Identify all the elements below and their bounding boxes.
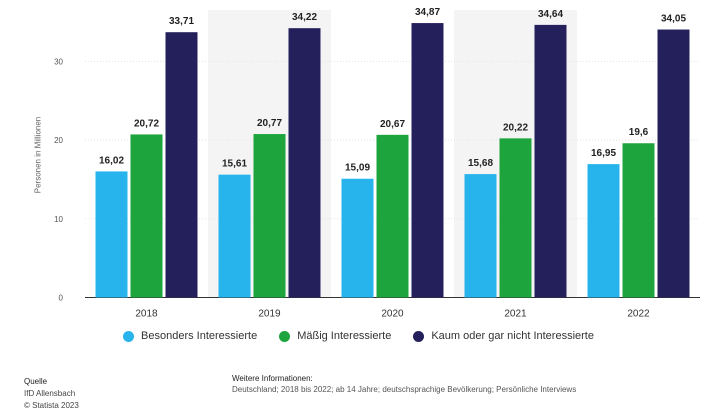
bar-2018-2 bbox=[130, 134, 163, 298]
bar-2019-2 bbox=[253, 134, 286, 298]
data-label-2018-1: 16,02 bbox=[99, 155, 124, 166]
x-tick-label-2020: 2020 bbox=[381, 309, 404, 320]
legend-label-kaum: Kaum oder gar nicht Interessierte bbox=[431, 330, 594, 342]
data-label-2021-3: 34,64 bbox=[538, 9, 563, 20]
legend-item-maessig[interactable]: Mäßig Interessierte bbox=[279, 330, 391, 342]
data-label-2020-1: 15,09 bbox=[345, 163, 370, 174]
bar-2020-2 bbox=[376, 134, 409, 298]
x-tick-label-2018: 2018 bbox=[135, 309, 158, 320]
bar-2018-1 bbox=[95, 171, 128, 298]
y-tick-label-10: 10 bbox=[54, 215, 63, 224]
bar-2019-3 bbox=[288, 28, 321, 298]
legend-label-maessig: Mäßig Interessierte bbox=[297, 330, 392, 342]
x-tick-label-2021: 2021 bbox=[504, 309, 527, 320]
data-label-2021-2: 20,22 bbox=[503, 122, 528, 133]
data-label-2018-3: 33,71 bbox=[169, 16, 194, 27]
legend-item-kaum[interactable]: Kaum oder gar nicht Interessierte bbox=[413, 330, 594, 342]
data-label-2022-1: 16,95 bbox=[591, 148, 616, 159]
y-tick-label-0: 0 bbox=[59, 294, 64, 303]
y-axis-title: Personen in Millionen bbox=[33, 116, 43, 194]
bar-2021-3 bbox=[534, 24, 567, 298]
info-title: Weitere Informationen: bbox=[232, 374, 313, 383]
data-label-2019-1: 15,61 bbox=[222, 159, 247, 170]
bar-2022-2 bbox=[622, 143, 655, 298]
bar-2019-1 bbox=[218, 174, 251, 298]
data-label-2018-2: 20,72 bbox=[134, 118, 159, 129]
bar-chart: 0 10 20 30 16,02 20,72 33,71 2018 15,61 20,77 34,2… bbox=[54, 7, 700, 320]
info-text: Deutschland; 2018 bis 2022; ab 14 Jahre;… bbox=[232, 385, 577, 394]
bar-2018-3 bbox=[165, 32, 198, 298]
legend: Besonders Interessierte Mäßig Interessie… bbox=[0, 330, 717, 342]
legend-marker-besonders bbox=[123, 330, 135, 342]
bar-2020-1 bbox=[341, 178, 374, 298]
data-label-2020-3: 34,87 bbox=[415, 7, 440, 18]
data-label-2021-1: 15,68 bbox=[468, 158, 493, 169]
source-block: Quelle IfD Allensbach © Statista 2023 bbox=[24, 376, 79, 412]
legend-marker-kaum bbox=[413, 330, 425, 342]
bar-2022-1 bbox=[587, 164, 620, 298]
bar-2021-2 bbox=[499, 138, 532, 298]
data-label-2019-2: 20,77 bbox=[257, 118, 282, 129]
source-text: IfD Allensbach bbox=[24, 389, 76, 398]
bar-2022-3 bbox=[657, 29, 690, 298]
source-title: Quelle bbox=[24, 377, 48, 386]
legend-marker-maessig bbox=[279, 330, 291, 342]
legend-item-besonders[interactable]: Besonders Interessierte bbox=[123, 330, 257, 342]
info-block: Weitere Informationen: Deutschland; 2018… bbox=[232, 373, 576, 395]
x-tick-label-2022: 2022 bbox=[627, 309, 650, 320]
y-tick-label-20: 20 bbox=[54, 136, 63, 145]
data-label-2022-3: 34,05 bbox=[661, 14, 686, 25]
source-copyright: © Statista 2023 bbox=[24, 401, 79, 410]
x-tick-label-2019: 2019 bbox=[258, 309, 281, 320]
bar-2021-1 bbox=[464, 174, 497, 298]
legend-label-besonders: Besonders Interessierte bbox=[141, 330, 258, 342]
data-label-2022-2: 19,6 bbox=[629, 127, 649, 138]
data-label-2020-2: 20,67 bbox=[380, 119, 405, 130]
y-tick-label-30: 30 bbox=[54, 57, 63, 66]
bar-2020-3 bbox=[411, 23, 444, 298]
data-label-2019-3: 34,22 bbox=[292, 12, 317, 23]
